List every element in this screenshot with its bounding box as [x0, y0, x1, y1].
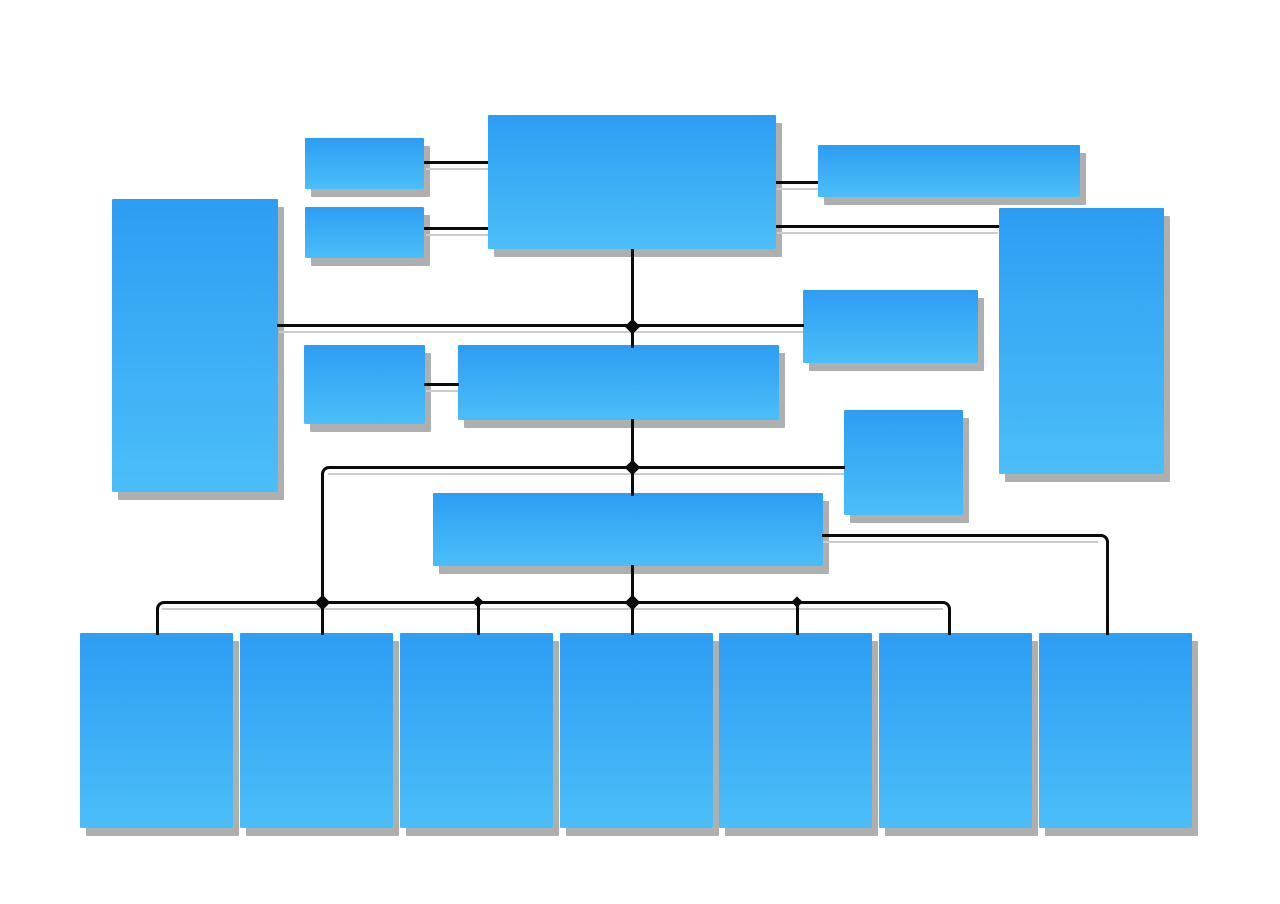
edge-righttall-h — [776, 225, 999, 228]
corner-row3-left — [321, 466, 333, 478]
node-bottom-2[interactable] — [240, 633, 393, 828]
edge-topleft-upper-h — [424, 161, 488, 164]
node-bottom-5[interactable] — [719, 633, 872, 828]
edge-bus-h — [166, 601, 941, 604]
edge-bus-drop3-v — [477, 601, 480, 635]
node-top-right[interactable] — [818, 145, 1080, 197]
edge-row2-h — [277, 324, 804, 327]
edge-shadow-row3 — [328, 473, 844, 475]
node-top-left-lower[interactable] — [305, 207, 424, 258]
edge-shadow-bus — [162, 608, 943, 610]
edge-bus-left-v — [156, 611, 159, 635]
node-left-tall[interactable] — [112, 199, 278, 492]
edge-shadow-row2 — [279, 331, 803, 333]
edge-bottom7-v — [1106, 544, 1109, 635]
node-bottom-1[interactable] — [80, 633, 233, 828]
edge-shadow-topleft-upper — [426, 168, 488, 170]
node-top-center[interactable] — [488, 115, 776, 249]
edge-topright-h — [776, 181, 818, 184]
node-bottom-3[interactable] — [400, 633, 553, 828]
corner-bus-right — [939, 601, 951, 613]
edge-midleft-h — [424, 383, 459, 386]
node-mid-right[interactable] — [803, 290, 978, 363]
node-bottom-4[interactable] — [560, 633, 713, 828]
edge-shadow-topright — [777, 188, 818, 190]
junction-bus-drop3 — [472, 596, 484, 608]
edge-row3-h — [331, 466, 845, 469]
edge-shadow-midleft — [426, 390, 458, 392]
node-bottom-6[interactable] — [879, 633, 1032, 828]
node-lower-wide[interactable] — [433, 493, 823, 566]
node-top-left-upper[interactable] — [305, 138, 424, 189]
edge-bus-right-v — [948, 611, 951, 635]
node-mid-left[interactable] — [304, 345, 425, 424]
node-mid-wide[interactable] — [458, 345, 779, 420]
edge-row3-drop-v — [321, 476, 324, 635]
edge-shadow-lowerwide-right — [823, 541, 1098, 543]
edge-shadow-righttall — [777, 232, 998, 234]
edge-lowerwide-right-h — [822, 534, 1098, 537]
node-right-small[interactable] — [844, 410, 963, 515]
corner-bottom7 — [1097, 534, 1109, 546]
node-bottom-7[interactable] — [1039, 633, 1192, 828]
node-right-tall[interactable] — [999, 208, 1164, 474]
edge-shadow-topleft-lower — [426, 234, 488, 236]
edge-topleft-lower-h — [424, 227, 488, 230]
edge-midwide-v — [631, 419, 634, 496]
edge-bus-drop5-v — [796, 601, 799, 635]
junction-bus-drop5 — [791, 596, 803, 608]
edge-topcenter-v — [631, 249, 634, 348]
corner-bus-left — [156, 601, 168, 613]
